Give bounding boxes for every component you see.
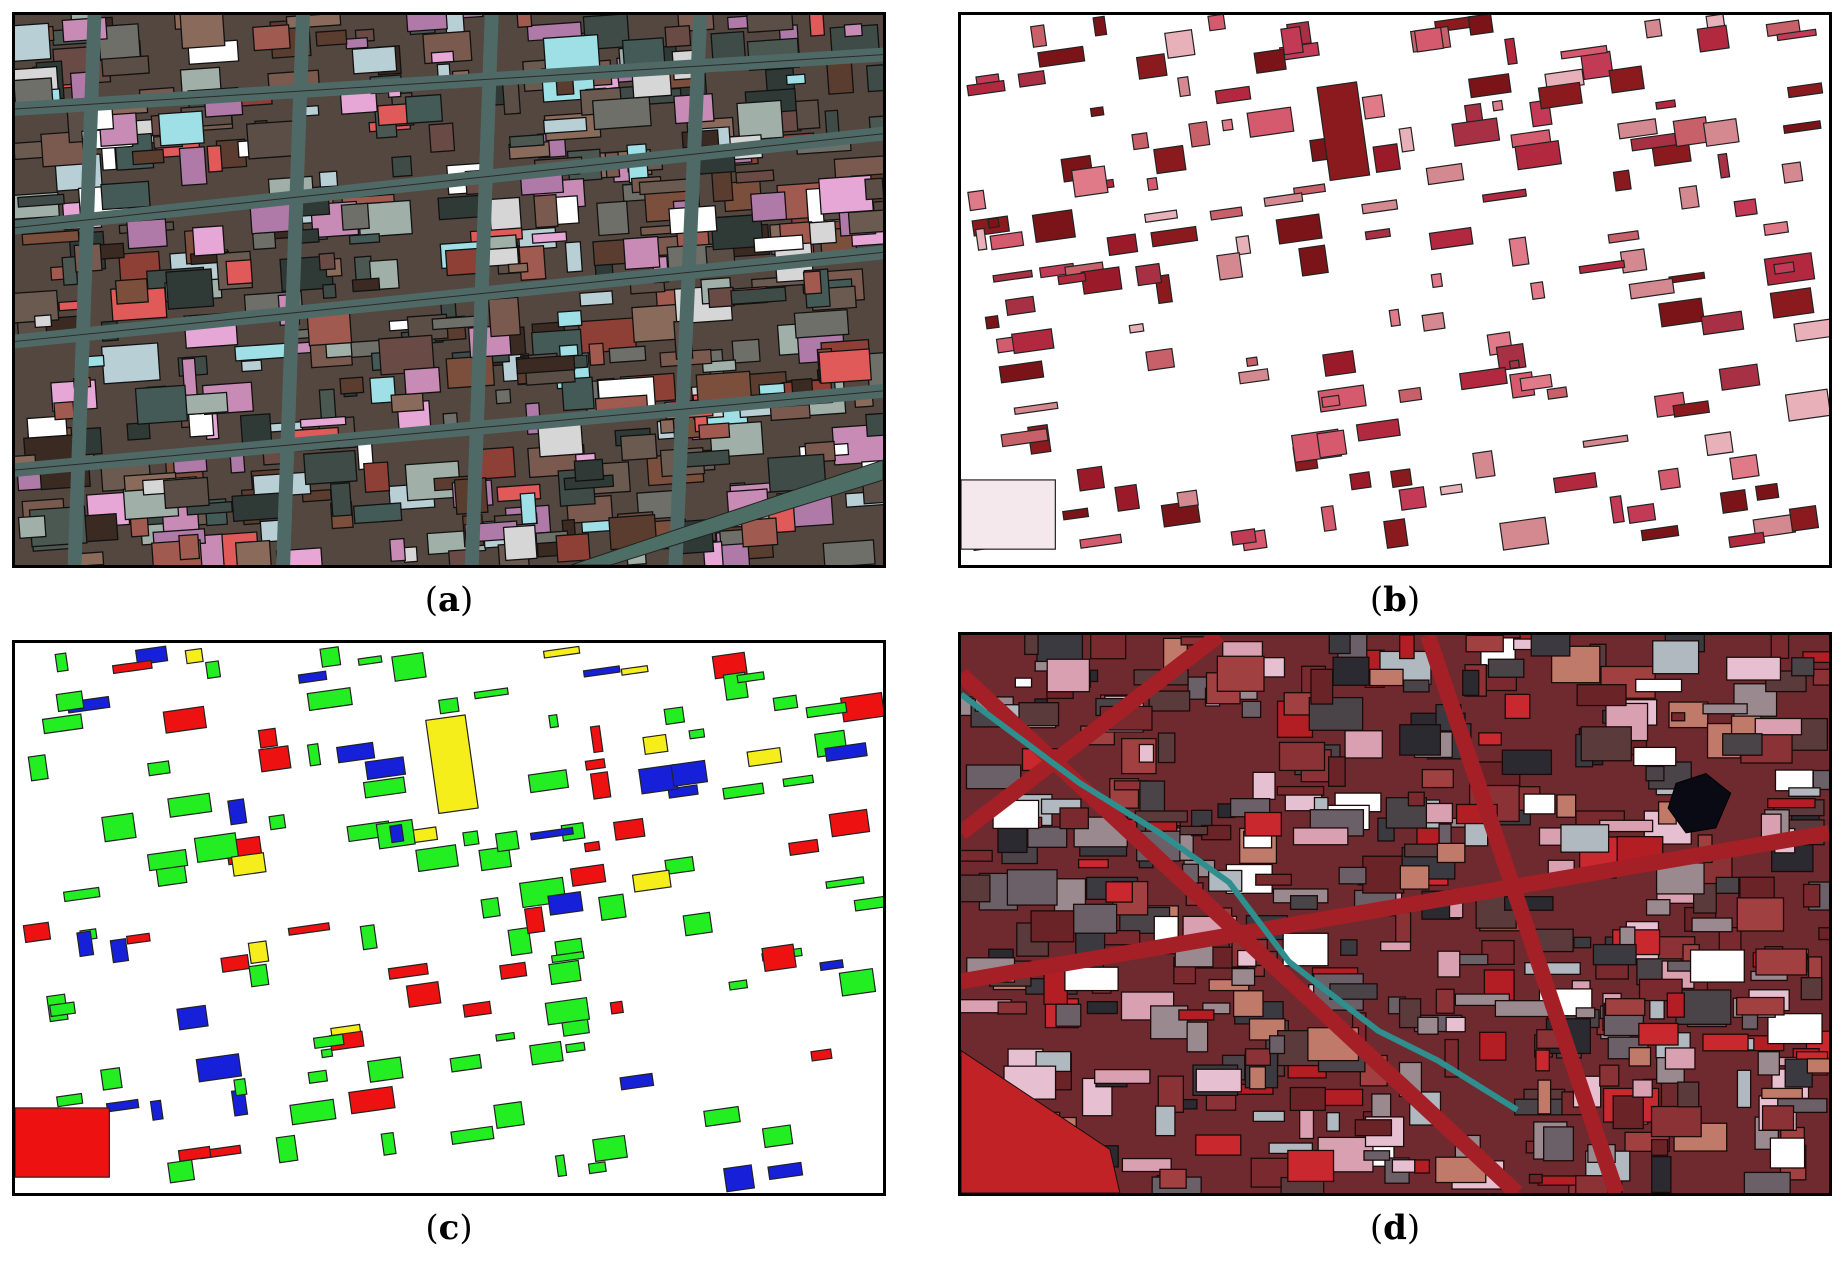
panel-d-segmentation-image [958, 632, 1832, 1196]
panel-b-caption: (b) [1369, 580, 1421, 620]
panel-d-caption: (d) [1369, 1208, 1421, 1248]
panel-a-segmentation-image [12, 12, 886, 568]
panel-b-graphic [961, 15, 1829, 565]
panel-c-caption: (c) [425, 1208, 473, 1248]
panel-a-caption: (a) [424, 580, 474, 620]
panel-a-graphic [15, 15, 883, 565]
panel-c-classified-buildings [12, 640, 886, 1196]
panel-d-graphic [961, 635, 1829, 1193]
panel-b-extracted-buildings [958, 12, 1832, 568]
panel-c-graphic [15, 643, 883, 1193]
